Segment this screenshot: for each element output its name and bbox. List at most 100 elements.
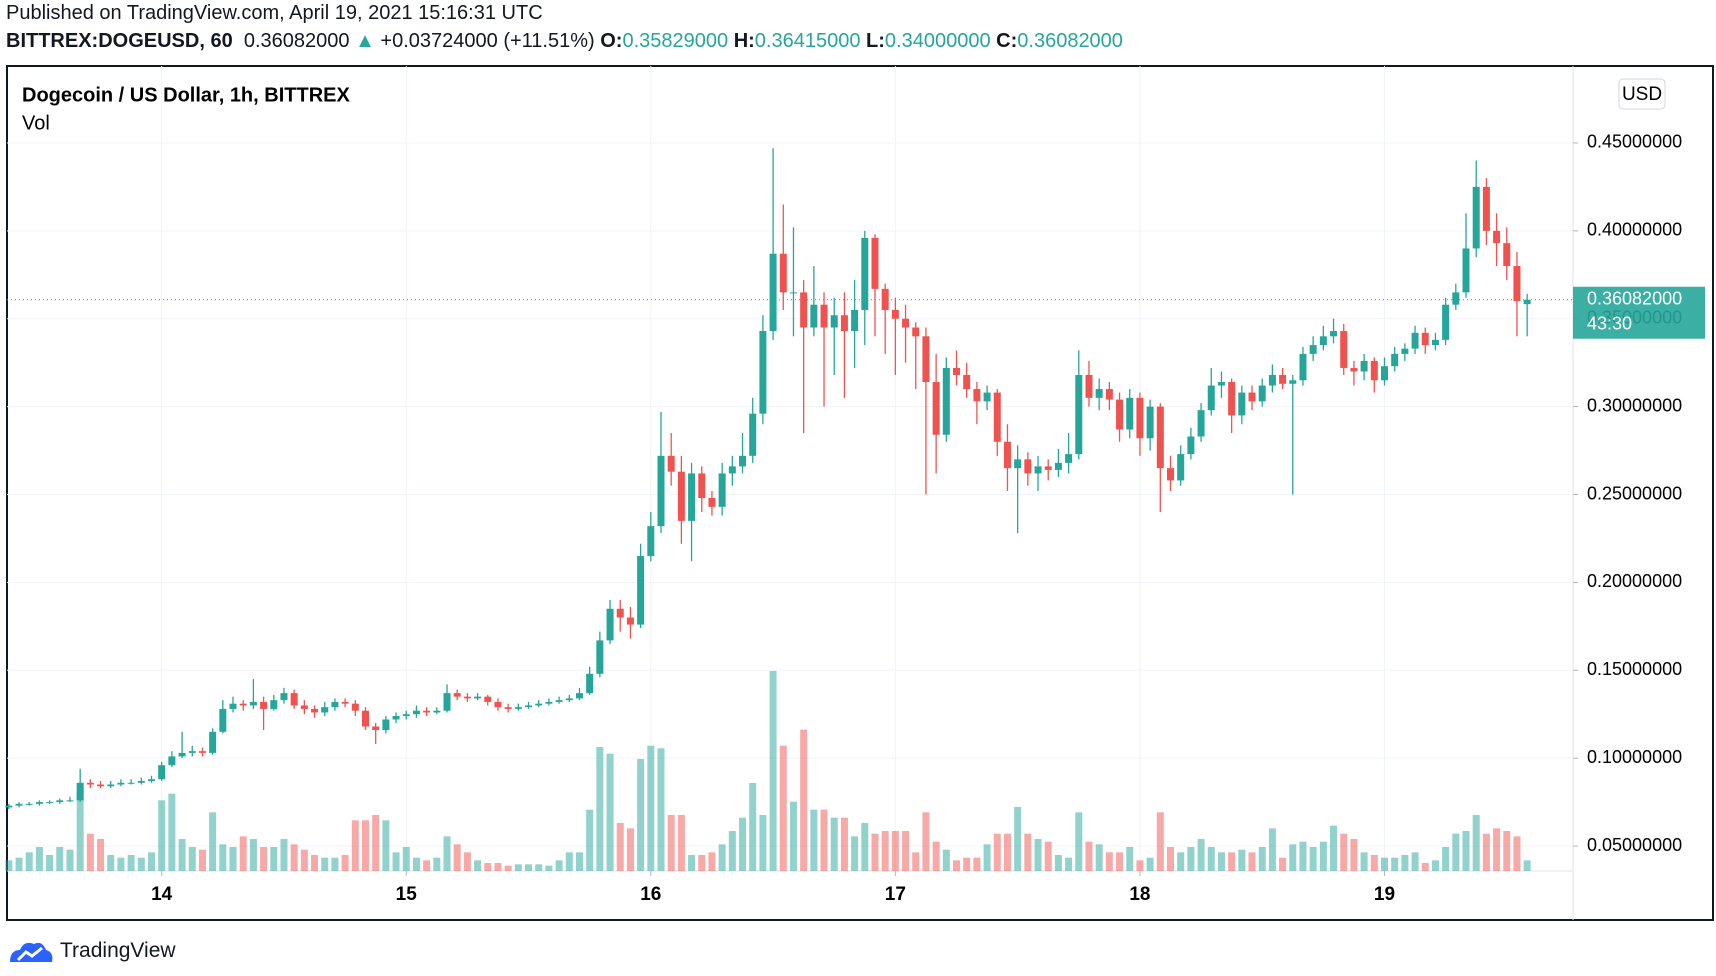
volume-bar [1136, 860, 1144, 871]
volume-bar [341, 855, 349, 871]
volume-bar [147, 852, 155, 871]
candle-body [15, 803, 23, 806]
volume-bar [372, 815, 380, 871]
candle-body [1523, 299, 1531, 305]
volume-bar [1340, 833, 1348, 871]
volume-bar [983, 844, 991, 871]
volume-bar [474, 860, 482, 871]
candle-body [616, 608, 624, 618]
candle-body [260, 701, 268, 709]
candle-body [331, 701, 339, 708]
volume-pane [5, 671, 1531, 871]
volume-bar [851, 836, 859, 871]
ohlc-value: 0.36415000 [754, 30, 861, 52]
volume-bar [769, 671, 777, 871]
volume-bar [667, 815, 675, 871]
candle-body [56, 800, 64, 803]
volume-bar [1330, 825, 1338, 871]
volume-bar [1309, 847, 1317, 871]
candle-body [1340, 331, 1348, 368]
volume-bar [1431, 860, 1439, 871]
candle-body [392, 715, 400, 720]
candle-body [494, 701, 502, 708]
volume-bar [270, 847, 278, 871]
volume-bar [504, 865, 512, 871]
currency-button[interactable] [1618, 78, 1666, 110]
candle-body [1156, 406, 1164, 469]
candle-body [351, 703, 359, 711]
candle-body [1370, 360, 1378, 381]
volume-bar [76, 791, 84, 871]
volume-bar [1421, 863, 1429, 871]
volume-bar [698, 855, 706, 871]
candle-body [504, 707, 512, 709]
brand: TradingView [60, 939, 176, 962]
currency[interactable]: USD [1622, 84, 1662, 105]
volume-bar [209, 812, 217, 871]
candle-body [912, 327, 920, 337]
volume-bar [494, 863, 502, 871]
volume-bar [963, 857, 971, 871]
change: +0.03724000 (+11.51%) [380, 30, 595, 52]
candle-body [1238, 392, 1246, 416]
volume-bar [361, 820, 369, 871]
candle-body [86, 782, 94, 785]
volume-bar [453, 844, 461, 871]
volume-bar [25, 852, 33, 871]
volume-bar [66, 849, 74, 871]
volume-bar [1289, 844, 1297, 871]
volume-bar [1116, 852, 1124, 871]
y-tick-label: 0.15000000 [1587, 659, 1682, 679]
candle-body [280, 693, 288, 701]
candle-body [1065, 454, 1073, 463]
volume-bar [1268, 828, 1276, 871]
candle-body [372, 726, 380, 731]
candle-body [1309, 345, 1317, 354]
volume-bar [117, 857, 125, 871]
candle-body [1350, 367, 1358, 372]
last-price-label: 0.36082000 [1587, 288, 1682, 308]
candle-body [575, 693, 583, 699]
x-tick-label: 14 [151, 884, 173, 905]
candle-body [76, 782, 84, 801]
candle-body [5, 805, 13, 808]
volume-bar [46, 855, 54, 871]
candle-body [97, 784, 105, 787]
volume-bar [1228, 852, 1236, 871]
candle-body [1472, 186, 1480, 249]
ohlc-key: O: [600, 30, 623, 52]
volume-bar [97, 839, 105, 871]
candle-body [718, 473, 726, 507]
volume-bar [1166, 847, 1174, 871]
candle-body [953, 367, 961, 375]
volume-bar [1462, 831, 1470, 871]
candle-body [229, 703, 237, 709]
volume-bar [810, 809, 818, 871]
volume-bar [290, 844, 298, 871]
candle-body [1003, 441, 1011, 469]
volume-bar [412, 857, 420, 871]
candle-body [1248, 392, 1256, 402]
volume-bar [1065, 857, 1073, 871]
candle-body [626, 617, 634, 625]
candle-body [1126, 397, 1134, 430]
candle-body [127, 782, 135, 784]
candle-body [983, 392, 991, 402]
candle-body [637, 556, 645, 625]
volume-bar [1187, 847, 1195, 871]
volume-bar [800, 729, 808, 871]
volume-bar [586, 809, 594, 871]
volume-bar [514, 864, 522, 871]
candle-body [708, 498, 716, 507]
candle-body [688, 473, 696, 521]
candle-body [147, 779, 155, 782]
volume-bar [1370, 855, 1378, 871]
candle-body [963, 374, 971, 390]
ohlc-value: 0.34000000 [884, 30, 991, 52]
candle-body [1258, 385, 1266, 402]
volume-bar [708, 852, 716, 871]
volume-bar [565, 852, 573, 871]
volume-bar [1380, 857, 1388, 871]
ohlc-value: 0.36082000 [1017, 30, 1123, 52]
